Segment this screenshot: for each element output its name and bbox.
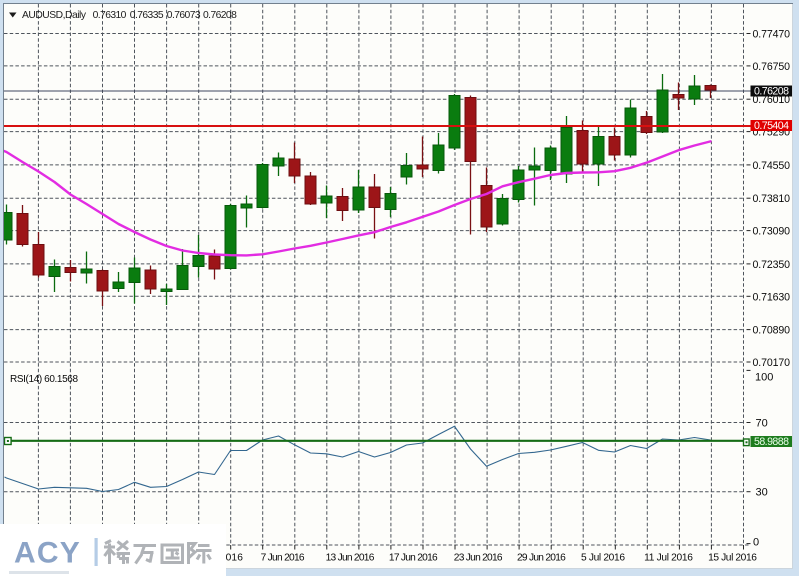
svg-text:0: 0 bbox=[753, 537, 759, 549]
svg-text:0.70170: 0.70170 bbox=[753, 357, 791, 369]
svg-text:13 Jun 2016: 13 Jun 2016 bbox=[326, 553, 375, 564]
svg-text:0.76073: 0.76073 bbox=[167, 10, 201, 21]
svg-text:7 Jun 2016: 7 Jun 2016 bbox=[261, 553, 305, 564]
svg-text:RSI(14) 60.1568: RSI(14) 60.1568 bbox=[10, 374, 78, 385]
svg-text:70: 70 bbox=[756, 418, 768, 430]
svg-text:AUDUSD,Daily: AUDUSD,Daily bbox=[22, 10, 87, 21]
svg-text:ACY: ACY bbox=[14, 537, 81, 570]
svg-text:58.9888: 58.9888 bbox=[754, 436, 789, 448]
svg-text:0.73090: 0.73090 bbox=[753, 226, 791, 238]
svg-text:0.71630: 0.71630 bbox=[753, 291, 791, 303]
svg-text:0.76010: 0.76010 bbox=[753, 94, 791, 106]
svg-text:0.74550: 0.74550 bbox=[753, 160, 791, 172]
svg-text:5 Jul 2016: 5 Jul 2016 bbox=[581, 553, 625, 564]
svg-text:30: 30 bbox=[756, 487, 768, 499]
svg-text:23 Jun 2016: 23 Jun 2016 bbox=[454, 553, 503, 564]
svg-text:15 Jul 2016: 15 Jul 2016 bbox=[708, 553, 757, 564]
svg-text:0.75404: 0.75404 bbox=[754, 120, 789, 132]
svg-text:0.76335: 0.76335 bbox=[130, 10, 164, 21]
svg-text:0.72350: 0.72350 bbox=[753, 259, 791, 271]
svg-text:0.76208: 0.76208 bbox=[203, 10, 237, 21]
svg-text:100: 100 bbox=[755, 372, 773, 384]
svg-text:17 Jun 2016: 17 Jun 2016 bbox=[389, 553, 438, 564]
svg-text:0.76208: 0.76208 bbox=[754, 86, 789, 98]
svg-text:016: 016 bbox=[226, 553, 244, 564]
svg-text:0.76310: 0.76310 bbox=[93, 10, 127, 21]
svg-text:0.77470: 0.77470 bbox=[753, 29, 791, 41]
svg-text:0.70890: 0.70890 bbox=[753, 325, 791, 337]
svg-text:11 Jul 2016: 11 Jul 2016 bbox=[644, 553, 693, 564]
svg-text:0.73810: 0.73810 bbox=[753, 193, 791, 205]
svg-text:0.76750: 0.76750 bbox=[753, 61, 791, 73]
svg-text:29 Jun 2016: 29 Jun 2016 bbox=[517, 553, 566, 564]
